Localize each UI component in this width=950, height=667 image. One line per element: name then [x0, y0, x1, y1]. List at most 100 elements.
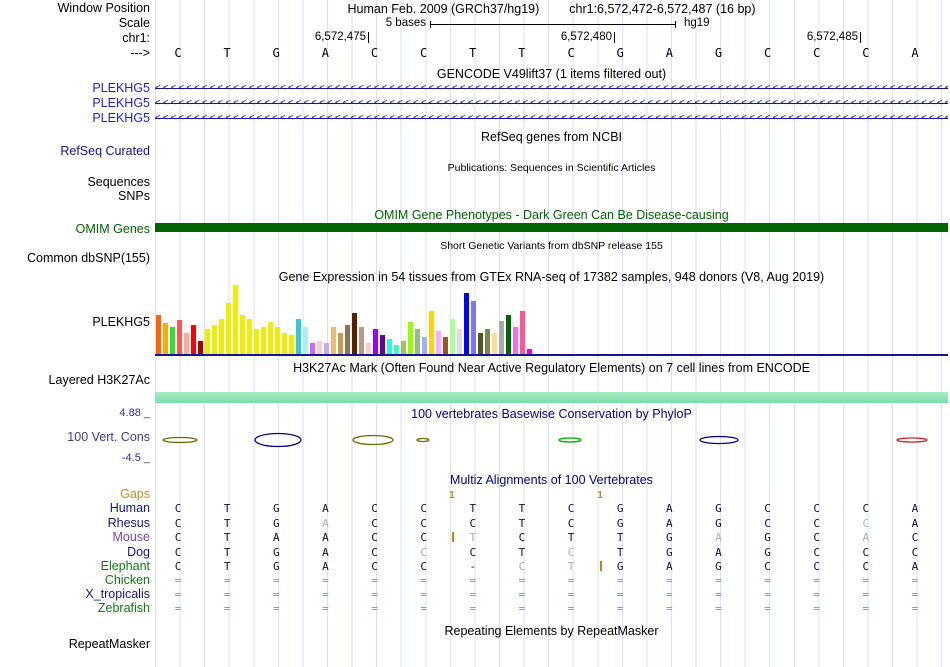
gtex-expression-bar[interactable] — [177, 320, 182, 355]
gtex-expression-bar[interactable] — [268, 322, 273, 355]
gtex-expression-bar[interactable] — [282, 333, 287, 355]
gtex-expression-bar[interactable] — [520, 311, 525, 355]
multiz-species-human[interactable]: Human — [109, 501, 150, 515]
gtex-expression-bar[interactable] — [401, 341, 406, 355]
multiz-species-zebrafish[interactable]: Zebrafish — [97, 601, 150, 615]
gene-model-plekhg5[interactable]: <<<<<<<<<<<<<<<<<<<<<<<<<<<<<<<<<<<<<<<<… — [155, 98, 948, 109]
gtex-expression-bar[interactable] — [415, 329, 420, 355]
multiz-species-x_tropicalis[interactable]: X_tropicalis — [85, 587, 150, 601]
multiz-species-dog[interactable]: Dog — [127, 545, 150, 559]
gtex-expression-bar[interactable] — [450, 319, 455, 355]
gap-insert-count: 1 — [449, 489, 455, 501]
gene-model-plekhg5[interactable]: <<<<<<<<<<<<<<<<<<<<<<<<<<<<<<<<<<<<<<<<… — [155, 113, 948, 124]
gtex-expression-bar[interactable] — [184, 333, 189, 355]
gtex-expression-bar[interactable] — [317, 341, 322, 355]
gtex-expression-bar[interactable] — [408, 322, 413, 355]
gtex-expression-bar[interactable] — [205, 329, 210, 355]
h3k27ac-track-title[interactable]: H3K27Ac Mark (Often Found Near Active Re… — [293, 361, 810, 375]
gtex-expression-bar[interactable] — [471, 301, 476, 355]
gtex-expression-bar[interactable] — [240, 315, 245, 355]
gtex-expression-bar[interactable] — [387, 339, 392, 355]
gtex-expression-bar[interactable] — [457, 329, 462, 355]
gtex-expression-bar[interactable] — [296, 319, 301, 355]
gtex-expression-bar[interactable] — [226, 303, 231, 355]
omim-track-title[interactable]: OMIM Gene Phenotypes - Dark Green Can Be… — [374, 208, 729, 222]
repeatmasker-label[interactable]: RepeatMasker — [68, 637, 150, 651]
gtex-expression-bar[interactable] — [436, 331, 441, 355]
dbsnp-label[interactable]: Common dbSNP(155) — [27, 251, 150, 265]
gtex-expression-bar[interactable] — [485, 329, 490, 355]
alignment-base: T — [223, 531, 231, 544]
gtex-expression-bar[interactable] — [289, 335, 294, 355]
multiz-species-rhesus[interactable]: Rhesus — [107, 516, 150, 530]
alignment-base: G — [764, 531, 771, 544]
gtex-expression-bar[interactable] — [156, 315, 161, 355]
gtex-expression-bar[interactable] — [170, 327, 175, 355]
gene-model-plekhg5[interactable]: <<<<<<<<<<<<<<<<<<<<<<<<<<<<<<<<<<<<<<<<… — [155, 83, 948, 94]
gtex-expression-bar[interactable] — [310, 343, 315, 355]
gtex-expression-bar[interactable] — [331, 327, 336, 355]
gtex-expression-bar[interactable] — [261, 327, 266, 355]
gtex-expression-bar[interactable] — [429, 311, 434, 355]
gtex-expression-bar[interactable] — [422, 337, 427, 355]
omim-gene-bar[interactable] — [155, 223, 948, 232]
gtex-expression-bar[interactable] — [324, 343, 329, 355]
h3k27ac-label[interactable]: Layered H3K27Ac — [48, 373, 150, 387]
phylop-conservation-plot[interactable] — [155, 425, 948, 455]
dbsnp-track-title[interactable]: Short Genetic Variants from dbSNP releas… — [440, 240, 663, 252]
phylop-track-label[interactable]: 100 Vert. Cons — [67, 430, 150, 444]
gtex-expression-bar[interactable] — [233, 285, 238, 355]
multiz-species-mouse[interactable]: Mouse — [112, 530, 150, 544]
gtex-expression-bar[interactable] — [303, 327, 308, 355]
gtex-expression-bar[interactable] — [380, 335, 385, 355]
omim-genes-label[interactable]: OMIM Genes — [75, 222, 150, 236]
gtex-expression-bar[interactable] — [478, 333, 483, 355]
publications-snps-label[interactable]: SNPs — [118, 189, 150, 203]
gtex-expression-bar[interactable] — [345, 325, 350, 355]
gtex-expression-bar[interactable] — [338, 333, 343, 355]
gtex-expression-bar[interactable] — [506, 315, 511, 355]
gtex-expression-bar[interactable] — [254, 329, 259, 355]
alignment-base: G — [616, 517, 624, 530]
gtex-expression-bar[interactable] — [219, 319, 224, 355]
gtex-expression-bar[interactable] — [443, 337, 448, 355]
gene-label-plekhg5[interactable]: PLEKHG5 — [92, 96, 150, 110]
multiz-species-elephant[interactable]: Elephant — [100, 559, 150, 573]
gtex-expression-bar[interactable] — [527, 349, 532, 355]
multiz-species-chicken[interactable]: Chicken — [104, 573, 150, 587]
gene-label-plekhg5[interactable]: PLEKHG5 — [92, 81, 150, 95]
gtex-track-title[interactable]: Gene Expression in 54 tissues from GTEx … — [278, 270, 825, 284]
gtex-expression-bar[interactable] — [359, 327, 364, 355]
publications-track-title[interactable]: Publications: Sequences in Scientific Ar… — [447, 162, 656, 174]
repeatmasker-track-title[interactable]: Repeating Elements by RepeatMasker — [444, 624, 659, 638]
gtex-gene-label[interactable]: PLEKHG5 — [92, 315, 150, 329]
gtex-expression-bar[interactable] — [198, 341, 203, 355]
gtex-expression-bar[interactable] — [163, 323, 168, 355]
gtex-expression-bar[interactable] — [247, 319, 252, 355]
strand-arrows: <<<<<<<<<<<<<<<<<<<<<<<<<<<<<<<<<<<<<<<<… — [155, 83, 948, 93]
gtex-expression-bar[interactable] — [366, 343, 371, 355]
gtex-expression-bar[interactable] — [373, 329, 378, 355]
multiz-track-title[interactable]: Multiz Alignments of 100 Vertebrates — [450, 473, 653, 487]
gtex-expression-bar[interactable] — [191, 325, 196, 355]
gtex-expression-bar[interactable] — [499, 321, 504, 355]
gtex-expression-bar[interactable] — [275, 327, 280, 355]
gtex-expression-bar[interactable] — [394, 345, 399, 355]
alignment-base: T — [518, 546, 526, 559]
publications-sequences-label[interactable]: Sequences — [87, 175, 150, 189]
gtex-expression-chart[interactable] — [156, 284, 949, 355]
gtex-expression-bar[interactable] — [492, 333, 497, 355]
phylop-track-title[interactable]: 100 vertebrates Basewise Conservation by… — [411, 407, 692, 421]
gtex-expression-bar[interactable] — [464, 293, 469, 355]
gencode-track-title[interactable]: GENCODE V49lift37 (1 items filtered out) — [436, 67, 667, 81]
refseq-curated-label[interactable]: RefSeq Curated — [60, 144, 150, 158]
h3k27ac-signal-bar[interactable] — [155, 392, 948, 403]
gtex-expression-bar[interactable] — [212, 325, 217, 355]
alignment-base: G — [666, 546, 673, 559]
alignment-base: A — [322, 502, 329, 515]
gene-label-plekhg5[interactable]: PLEKHG5 — [92, 111, 150, 125]
refseq-track-title[interactable]: RefSeq genes from NCBI — [480, 130, 623, 144]
gtex-expression-bar[interactable] — [513, 327, 518, 355]
multiz-label-gaps[interactable]: Gaps — [120, 487, 150, 501]
gtex-expression-bar[interactable] — [352, 313, 357, 355]
